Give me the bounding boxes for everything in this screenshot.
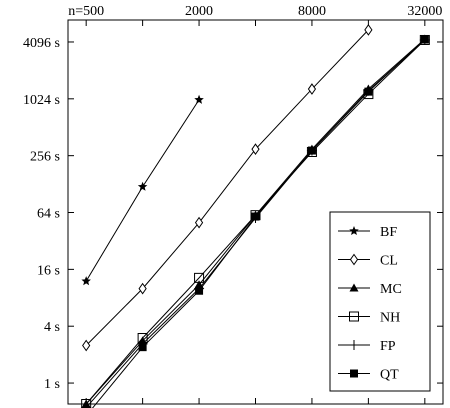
x-tick-label: 32000 (407, 4, 442, 19)
data-point-qt (420, 35, 429, 44)
legend-label: FP (380, 339, 396, 354)
legend-item-mc: MC (338, 282, 402, 297)
data-point-qt (307, 146, 316, 155)
x-tick-label: 8000 (298, 4, 326, 19)
series-markers (81, 24, 430, 408)
data-point-cl (82, 339, 91, 352)
series-line-cl (85, 29, 369, 346)
y-tick-label: 64 s (37, 207, 60, 222)
data-point-qt (195, 286, 204, 295)
legend-label: CL (380, 254, 398, 269)
data-point-bf (194, 94, 204, 104)
legend-box (329, 211, 431, 392)
y-tick-label: 4 s (44, 320, 60, 335)
legend-label: NH (380, 311, 400, 326)
data-point-nh (194, 272, 205, 283)
y-tick-label: 16 s (37, 263, 60, 278)
y-tick-label: 1024 s (23, 93, 60, 108)
legend-item-cl: CL (338, 254, 398, 269)
data-point-nh (81, 399, 92, 408)
data-point-cl (194, 216, 204, 229)
series-line-bf (85, 99, 200, 282)
legend-marker-fp (349, 340, 359, 350)
legend-marker-mc (349, 283, 359, 292)
legend-marker-nh (349, 311, 359, 322)
legend-item-nh: NH (338, 311, 400, 326)
x-tick-label: n=500 (68, 4, 104, 19)
legend-item-fp: FP (338, 339, 396, 354)
legend-marker-bf (349, 226, 359, 236)
data-point-qt (251, 212, 260, 221)
legend-item-qt: QT (338, 368, 399, 383)
legend-marker-qt (350, 369, 358, 378)
legend-label: MC (380, 282, 402, 297)
legend-label: QT (380, 368, 399, 383)
x-tick-label: 2000 (185, 4, 213, 19)
y-tick-label: 4096 s (23, 36, 60, 51)
data-point-cl (307, 83, 317, 95)
legend-marker-cl (349, 253, 359, 266)
legend-item-bf: BF (338, 225, 397, 240)
y-tick-label: 256 s (30, 150, 60, 165)
data-point-qt (364, 87, 373, 96)
data-point-bf (81, 276, 91, 286)
axis-ticks: n=500 2000 8000 32000 1 s 4 s 16 s 64 s 256 s 102… (23, 4, 443, 404)
y-tick-label: 1 s (44, 377, 60, 392)
data-point-cl (364, 24, 373, 36)
data-point-cl (251, 143, 260, 156)
legend: BF CL MC NH FP QT (329, 211, 431, 392)
data-point-bf (137, 181, 148, 191)
data-point-cl (138, 282, 147, 295)
legend-label: BF (380, 225, 397, 240)
data-point-qt (138, 343, 147, 352)
